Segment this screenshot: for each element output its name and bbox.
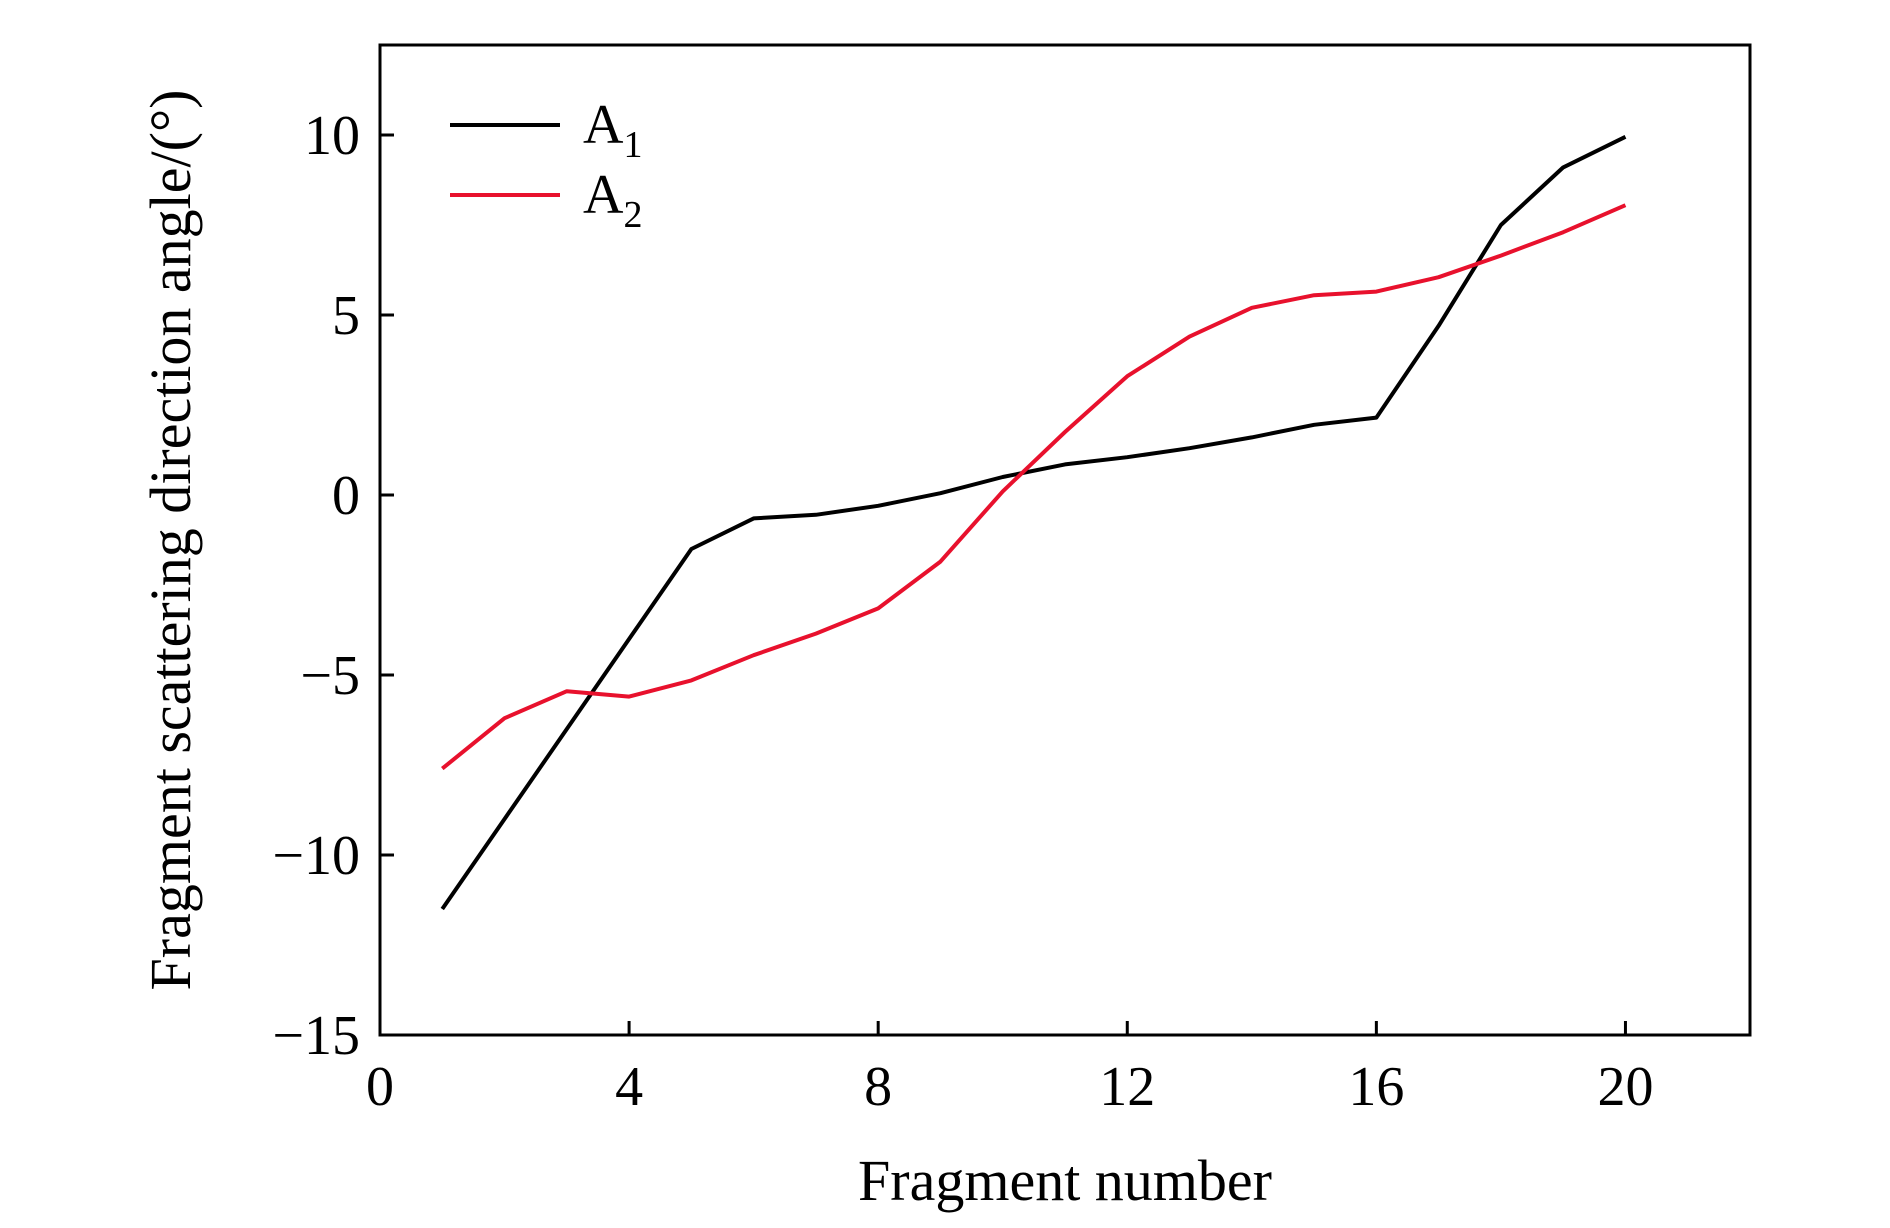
- x-axis: 0 4 8 12 16 20: [366, 1021, 1653, 1118]
- legend-label-a2: A2: [583, 164, 642, 236]
- legend-label-a1: A1: [583, 94, 642, 166]
- x-tick-label: 20: [1597, 1056, 1653, 1118]
- x-axis-title: Fragment number: [858, 1148, 1272, 1213]
- x-tick-label: 12: [1099, 1056, 1155, 1118]
- y-tick-label: −15: [272, 1005, 360, 1067]
- y-tick-label: 10: [304, 105, 360, 167]
- series-layer: [440, 135, 1627, 911]
- series-line-a2: [441, 203, 1627, 771]
- series-line-a1: [440, 135, 1627, 911]
- y-tick-label: 0: [332, 465, 360, 527]
- x-tick-label: 0: [366, 1056, 394, 1118]
- y-axis: −15 −10 −5 0 5 10: [272, 105, 394, 1067]
- x-tick-label: 16: [1348, 1056, 1404, 1118]
- x-tick-label: 8: [864, 1056, 892, 1118]
- x-tick-label: 4: [615, 1056, 643, 1118]
- plot-frame: [378, 43, 1752, 1037]
- y-tick-label: 5: [332, 285, 360, 347]
- y-tick-label: −5: [300, 645, 360, 707]
- y-axis-title: Fragment scattering direction angle/(°): [138, 90, 203, 991]
- y-tick-label: −10: [272, 825, 360, 887]
